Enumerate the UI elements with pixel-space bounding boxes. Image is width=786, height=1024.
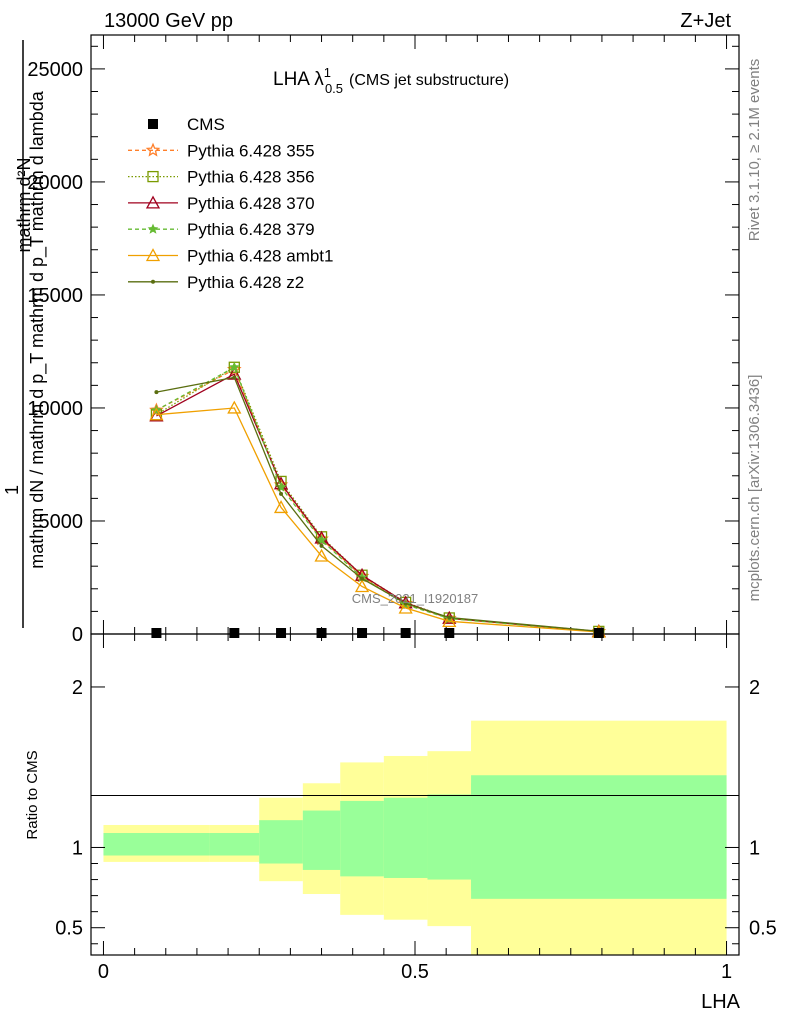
ratio-y-tick-label-right: 0.5 [749,918,777,940]
main-y-tick-label: 25000 [27,59,83,81]
series-line-3 [156,366,599,633]
legend-item-2: Pythia 6.428 356 [128,168,315,187]
x-axis-label: LHA [701,991,741,1013]
cms-point-6 [444,628,455,638]
series-point-3-3 [316,534,327,545]
cms-point-5 [400,628,411,638]
plot-title: LHA λ1 0.5 (CMS jet substructure) [273,65,509,96]
header-left: 13000 GeV pp [104,10,233,32]
series-point-5-5 [403,601,408,606]
series-point-4-0 [149,407,164,421]
series-point-4-6 [442,613,457,627]
series-point-4-2 [273,500,289,514]
series-point-3-1 [228,361,240,372]
legend-label-1: Pythia 6.428 355 [187,141,315,160]
plot-title-sub: 0.5 [325,81,343,96]
y-label-one: 1 [2,485,22,495]
legend-marker-6 [151,279,155,284]
ratio-y-tick-label-left: 1 [72,837,83,859]
series-point-5-1 [232,375,237,380]
mcplots-label: mcplots.cern.ch [arXiv:1306.3436] [746,375,763,602]
series-line-0 [156,368,599,633]
ratio-uncertainty-bands [103,720,727,955]
data-series [149,361,607,638]
cms-data [151,628,604,638]
axis-ticks [91,35,739,955]
x-tick-label: 1 [721,961,732,983]
ratio-band-green-8 [471,783,727,891]
legend-item-4: Pythia 6.428 379 [128,220,315,239]
legend-item-1: Pythia 6.428 355 [128,141,315,160]
ratio-band-green-5 [383,797,428,878]
plot-title-suffix: (CMS jet substructure) [349,72,509,89]
analysis-watermark: CMS_2021_I1920187 [352,591,479,606]
series-point-2-3 [314,530,329,544]
ratio-band-green-0 [103,833,210,856]
series-point-5-4 [360,576,365,581]
legend-marker-2 [147,170,159,183]
cms-point-2 [276,628,287,638]
legend-label-0: CMS [187,115,225,134]
legend: CMS Pythia 6.428 355 Pythia 6.428 356 Pythi… [128,115,333,292]
series-point-5-0 [154,390,159,395]
ratio-y-tick-label-right: 1 [749,837,760,859]
series-point-4-5 [398,600,413,614]
series-point-4-4 [354,579,370,593]
legend-item-5: Pythia 6.428 ambt1 [128,247,333,266]
main-y-tick-label: 0 [72,624,83,646]
ratio-y-tick-label-left: 2 [72,677,83,699]
main-y-tick-label: 5000 [39,511,84,533]
legend-item-0: CMS [148,115,225,134]
cms-point-0 [151,628,162,638]
legend-marker-3 [145,195,161,209]
main-y-tick-label: 20000 [27,172,83,194]
legend-label-4: Pythia 6.428 379 [187,220,315,239]
legend-marker-0 [148,119,158,129]
plot-title-sup: 1 [324,65,331,80]
cms-point-7 [593,628,604,638]
legend-marker-1 [145,142,161,157]
cms-point-3 [316,628,327,638]
ratio-band-green-4 [340,800,384,877]
legend-label-3: Pythia 6.428 370 [187,194,315,213]
series-point-0-0 [149,402,164,417]
series-point-5-3 [319,543,324,548]
cms-point-1 [229,628,240,638]
series-point-5-6 [447,615,452,620]
series-line-4 [156,407,599,633]
y-label-numerator: mathrm d²N [14,157,34,252]
ratio-band-green-6 [427,794,472,880]
legend-item-6: Pythia 6.428 z2 [128,273,304,292]
main-y-axis-label: mathrm d²N 1 mathrm dN / mathrm d p_T ma… [2,40,48,628]
plot-title-main: LHA λ [273,69,324,90]
x-tick-label: 0.5 [401,961,429,983]
main-y-tick-label: 15000 [27,285,83,307]
series-point-4-3 [314,548,329,562]
x-tick-label: 0 [98,961,109,983]
legend-label-6: Pythia 6.428 z2 [187,273,304,292]
ratio-band-green-2 [259,820,303,864]
legend-item-3: Pythia 6.428 370 [128,194,315,213]
legend-marker-5 [145,248,161,262]
series-point-4-1 [227,400,242,414]
legend-marker-4 [147,223,159,234]
series-line-5 [156,376,599,632]
ratio-y-axis-label: Ratio to CMS [24,750,41,839]
ratio-band-green-3 [302,810,341,870]
legend-label-5: Pythia 6.428 ambt1 [187,247,333,266]
legend-label-2: Pythia 6.428 356 [187,168,315,187]
rivet-label: Rivet 3.1.10, ≥ 2.1M events [746,59,763,242]
header-right: Z+Jet [680,10,731,32]
main-y-tick-label: 10000 [27,398,83,420]
ratio-y-tick-label-right: 2 [749,677,760,699]
series-point-5-2 [279,491,284,496]
y-label-denominator: mathrm dN / mathrm d p_T mathrm d p_T ma… [27,90,48,568]
cms-point-4 [357,628,368,638]
ratio-y-tick-label-left: 0.5 [55,918,83,940]
series-4 [149,400,606,638]
ratio-band-green-1 [209,833,260,856]
